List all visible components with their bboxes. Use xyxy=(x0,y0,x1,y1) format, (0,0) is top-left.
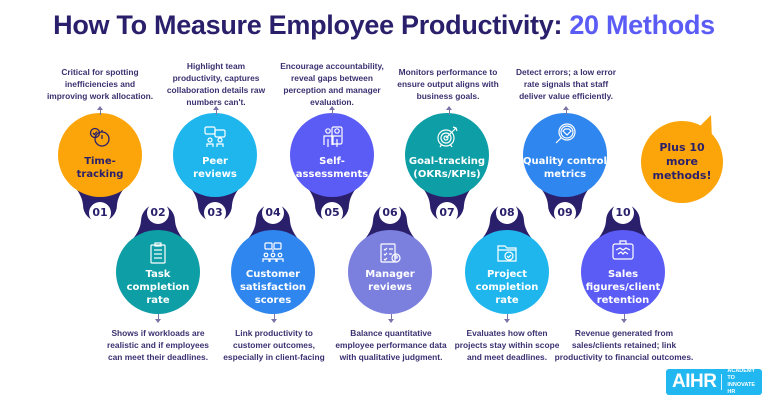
logo-tagline: ACADEMY TO INNOVATE HR xyxy=(727,368,756,395)
method-label-01: Time-tracking xyxy=(76,156,124,180)
page-title: How To Measure Employee Productivity: 20… xyxy=(0,10,768,41)
number-badge-04: 04 xyxy=(265,206,281,219)
method-label-09: Quality control metrics xyxy=(523,156,607,180)
number-badge-06: 06 xyxy=(382,206,398,219)
description-08: Evaluates how often projects stay within … xyxy=(454,328,560,362)
peer-chat-icon xyxy=(204,126,226,147)
method-label-03: Peer reviews xyxy=(193,156,237,180)
method-label-02: Task completion rate xyxy=(126,269,190,306)
description-03: Highlight team productivity, captures coll… xyxy=(166,61,266,107)
description-02: Shows if workloads are realistic and if e… xyxy=(107,328,209,362)
circle-10 xyxy=(581,230,665,314)
circle-04 xyxy=(231,230,315,314)
description-07: Monitors performance to ensure output ali… xyxy=(397,67,499,101)
clipboard-checklist-icon xyxy=(150,242,166,264)
circle-03 xyxy=(173,113,257,197)
handshake-briefcase-icon xyxy=(612,240,634,260)
number-badge-08: 08 xyxy=(499,206,515,219)
method-label-07: Goal-tracking (OKRs/KPIs) xyxy=(408,156,486,180)
logo-divider xyxy=(721,374,723,390)
magnifier-diamond-icon xyxy=(555,123,576,144)
arrow-down-10 xyxy=(621,314,627,323)
method-label-06: Manager reviews xyxy=(365,269,415,293)
review-checklist-icon xyxy=(380,243,401,263)
target-arrow-icon xyxy=(437,126,458,148)
description-04: Link productivity to customer outcomes, es… xyxy=(223,328,325,362)
description-01: Critical for spotting inefficiencies and i… xyxy=(46,67,154,101)
arrow-up-09 xyxy=(563,106,569,115)
arrow-down-02 xyxy=(155,314,161,323)
customer-feedback-icon xyxy=(262,242,284,262)
logo-brand: AIHR xyxy=(672,371,717,392)
aihr-logo: AIHR ACADEMY TO INNOVATE HR xyxy=(666,368,762,395)
arrow-down-04 xyxy=(271,314,277,323)
arrow-down-08 xyxy=(504,314,510,323)
circle-02 xyxy=(116,230,200,314)
method-label-08: Project completion rate xyxy=(475,269,539,306)
arrow-up-01 xyxy=(97,106,103,115)
circle-08 xyxy=(465,230,549,314)
method-label-05: Self-assessments xyxy=(295,156,369,180)
description-09: Detect errors; a low error rate signals t… xyxy=(515,67,617,101)
arrow-up-07 xyxy=(446,106,452,115)
number-badge-09: 09 xyxy=(557,206,573,219)
circle-07 xyxy=(405,113,489,197)
number-badge-10: 10 xyxy=(615,206,631,219)
circle-09 xyxy=(523,113,607,197)
plus-more-text: Plus 10 more methods! xyxy=(652,141,712,182)
title-highlight: 20 Methods xyxy=(569,10,715,40)
number-badge-01: 01 xyxy=(92,206,108,219)
plus-more-bubble xyxy=(641,115,723,203)
stopwatch-icon xyxy=(89,127,110,147)
circle-01 xyxy=(58,113,142,197)
mirror-person-icon xyxy=(323,126,343,147)
folder-check-icon xyxy=(497,245,517,262)
method-label-10: Sales figures/client retention xyxy=(585,269,661,306)
title-main: How To Measure Employee Productivity: xyxy=(53,10,570,40)
description-10: Revenue generated from sales/clients reta… xyxy=(554,328,694,362)
number-badge-05: 05 xyxy=(324,206,340,219)
number-badge-02: 02 xyxy=(150,206,166,219)
arrow-up-05 xyxy=(329,106,335,115)
method-label-04: Customer satisfaction scores xyxy=(239,269,307,306)
circle-06 xyxy=(348,230,432,314)
description-06: Balance quantitative employee performance… xyxy=(335,328,447,362)
number-badge-03: 03 xyxy=(207,206,223,219)
circle-05 xyxy=(290,113,374,197)
description-05: Encourage accountability, reveal gaps bet… xyxy=(280,61,384,107)
arrow-up-03 xyxy=(213,106,219,115)
number-badge-07: 07 xyxy=(439,206,455,219)
arrow-down-06 xyxy=(388,314,394,323)
